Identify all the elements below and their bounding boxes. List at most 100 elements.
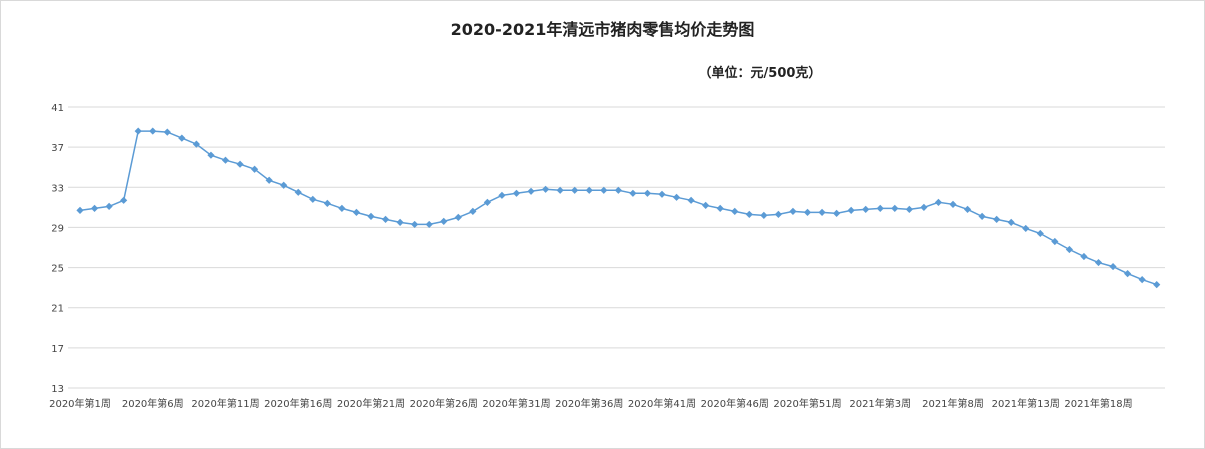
data-point [251, 165, 259, 173]
data-point [978, 212, 986, 220]
data-point [818, 208, 826, 216]
x-tick-label: 2021年第18周 [1064, 397, 1132, 410]
data-point [643, 189, 652, 197]
data-point [745, 210, 753, 218]
x-tick-label: 2020年第21周 [337, 397, 405, 410]
data-point [105, 202, 113, 210]
y-tick-label: 33 [51, 183, 64, 194]
x-tick-label: 2020年第31周 [482, 397, 550, 410]
data-point [527, 187, 535, 195]
gridlines [68, 106, 1165, 389]
data-point [323, 199, 331, 207]
data-point [571, 186, 579, 194]
data-point [1124, 269, 1132, 278]
data-point [76, 206, 84, 214]
data-point [120, 196, 128, 204]
data-point [207, 151, 215, 159]
data-point [294, 188, 302, 196]
data-point [396, 218, 404, 227]
data-point [905, 205, 913, 213]
x-tick-label: 2020年第1周 [49, 397, 111, 410]
data-point [774, 210, 782, 218]
chart-title: 2020-2021年清远市猪肉零售均价走势图 [450, 20, 755, 39]
data-point [512, 189, 521, 197]
data-point [192, 140, 200, 148]
data-points [76, 127, 1161, 289]
data-point [542, 185, 550, 193]
x-tick-label: 2021年第13周 [992, 397, 1060, 410]
data-point [338, 204, 346, 212]
x-tick-label: 2021年第8周 [922, 397, 984, 410]
x-tick-label: 2021年第3周 [849, 397, 911, 410]
data-point [600, 186, 608, 194]
data-point [367, 212, 375, 220]
data-point [1138, 276, 1146, 284]
data-point [876, 204, 884, 212]
data-point [352, 208, 361, 216]
data-point [149, 127, 157, 135]
data-point [716, 204, 724, 212]
data-point [920, 203, 928, 211]
data-point [949, 200, 957, 208]
series-line-group [79, 130, 1157, 286]
data-point [1007, 218, 1015, 227]
data-point [134, 127, 142, 135]
chart-unit-label: （单位：元/500克） [698, 66, 822, 81]
data-point [280, 181, 288, 189]
data-point [760, 211, 768, 219]
data-point [614, 186, 622, 194]
x-tick-label: 2020年第26周 [410, 397, 478, 410]
data-point [1153, 281, 1161, 289]
data-point [265, 176, 273, 184]
data-point [687, 196, 695, 204]
series-line [79, 130, 1157, 286]
data-point [658, 190, 666, 198]
y-tick-label: 37 [51, 143, 64, 154]
x-tick-label: 2020年第16周 [264, 397, 332, 410]
data-point [1080, 252, 1088, 261]
data-point [221, 156, 230, 164]
x-tick-label: 2020年第46周 [701, 397, 769, 410]
data-point [381, 215, 390, 223]
x-tick-label: 2020年第11周 [191, 397, 259, 410]
y-tick-label: 13 [51, 384, 64, 395]
data-point [90, 204, 99, 212]
y-tick-label: 25 [51, 264, 64, 275]
x-tick-label: 2020年第41周 [628, 397, 696, 410]
x-tick-label: 2020年第51周 [773, 397, 841, 410]
data-point [803, 208, 812, 216]
data-point [862, 205, 870, 213]
y-axis-ticks: 13 17 21 25 29 33 37 41 [51, 103, 64, 395]
data-point [483, 198, 491, 206]
data-point [236, 160, 244, 168]
data-point [1109, 262, 1117, 271]
data-point [847, 206, 855, 214]
data-point [309, 195, 317, 203]
data-point [891, 204, 899, 212]
data-point [585, 186, 593, 194]
y-tick-label: 17 [51, 344, 64, 355]
y-tick-label: 41 [51, 103, 64, 114]
data-point [672, 193, 681, 201]
data-point [833, 209, 841, 217]
data-point [454, 213, 462, 221]
data-point [163, 128, 171, 136]
data-point [1065, 245, 1073, 254]
y-tick-label: 21 [51, 304, 64, 315]
data-point [934, 198, 943, 206]
y-tick-label: 29 [51, 223, 64, 234]
data-point [789, 207, 797, 215]
data-point [1051, 237, 1059, 246]
data-point [1036, 229, 1044, 238]
data-point [993, 215, 1001, 223]
data-point [411, 220, 419, 229]
data-point [440, 217, 448, 226]
data-point [1094, 258, 1103, 267]
data-point [629, 189, 637, 197]
data-point [731, 207, 739, 215]
x-tick-label: 2020年第36周 [555, 397, 623, 410]
data-point [425, 220, 433, 229]
x-tick-label: 2020年第6周 [122, 397, 184, 410]
